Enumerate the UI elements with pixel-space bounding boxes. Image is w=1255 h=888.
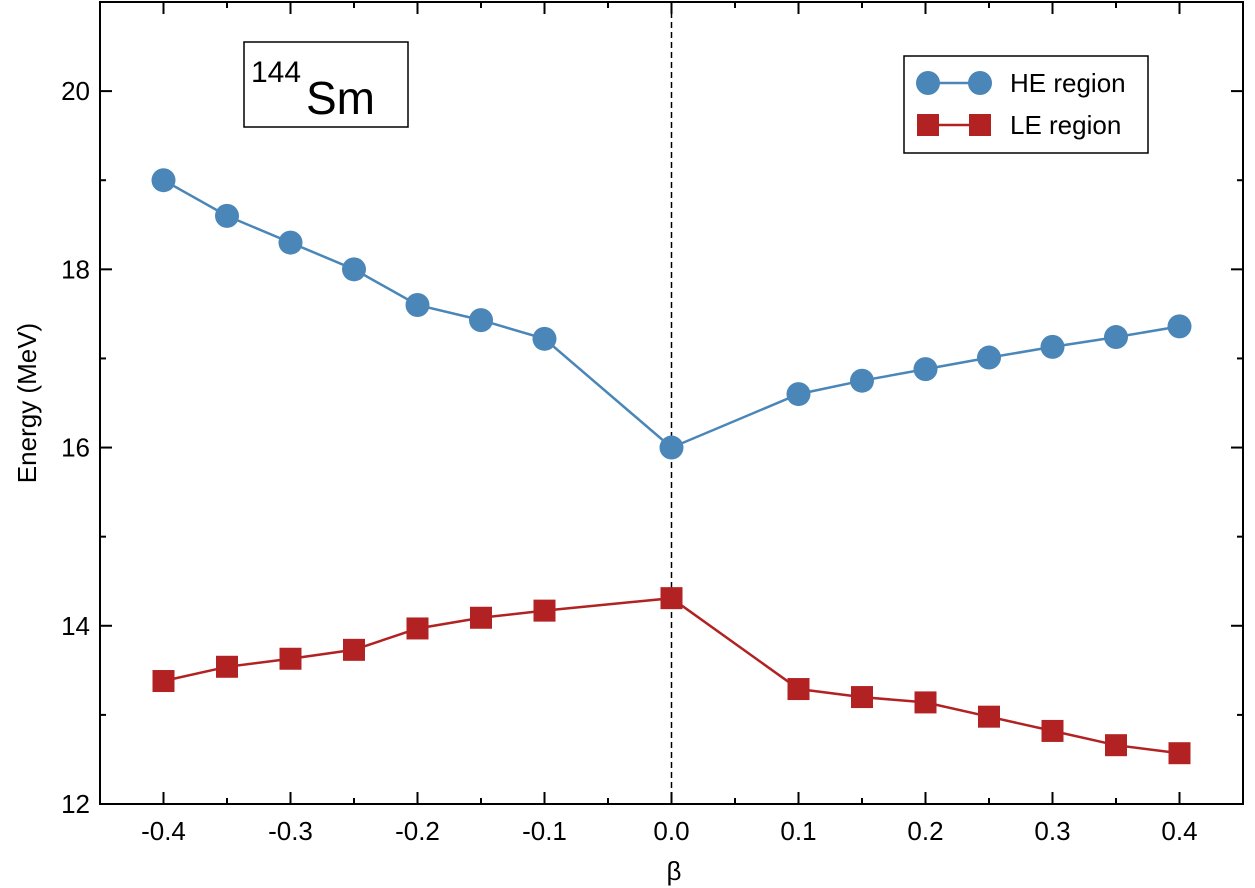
x-tick-label: -0.4 [141, 816, 186, 846]
legend: HE region LE region [903, 55, 1149, 154]
x-tick-label: 0.3 [1034, 816, 1070, 846]
x-axis-label: β [667, 856, 682, 886]
data-point-le [279, 647, 302, 670]
data-point-he [913, 357, 938, 382]
data-point-le [533, 599, 556, 622]
x-tick-label: 0.1 [780, 816, 816, 846]
x-tick-label: 0.0 [653, 816, 689, 846]
nucleus-symbol: Sm [306, 72, 375, 124]
series-layer [151, 168, 1192, 765]
nucleus-annotation: 144 Sm [243, 41, 409, 128]
data-point-le [1041, 719, 1064, 742]
data-point-he [1104, 325, 1128, 350]
data-point-le [787, 678, 810, 701]
y-tick-label: 20 [61, 76, 90, 106]
x-tick-label: 0.2 [907, 816, 943, 846]
legend-marker-le [917, 114, 939, 136]
data-point-he [151, 168, 176, 193]
y-tick-label: 16 [61, 433, 90, 463]
data-point-le [1105, 734, 1127, 757]
legend-box [903, 55, 1149, 154]
data-point-he [850, 368, 874, 393]
data-point-le [660, 587, 683, 610]
y-tick-label: 18 [61, 254, 90, 284]
data-point-he [659, 435, 684, 460]
data-point-he [215, 203, 239, 228]
data-point-he [532, 326, 557, 351]
data-point-he [977, 345, 1001, 370]
x-tick-label: 0.4 [1161, 816, 1197, 846]
data-point-he [469, 308, 493, 333]
legend-swatches [916, 71, 992, 136]
data-point-le [216, 655, 238, 678]
x-tick-label: -0.3 [268, 816, 313, 846]
data-point-le [470, 606, 492, 629]
legend-marker-le [969, 114, 991, 136]
x-tick-label: -0.2 [395, 816, 440, 846]
legend-marker-he [968, 71, 992, 95]
data-point-le [406, 617, 429, 640]
legend-marker-he [916, 71, 940, 95]
data-point-le [978, 705, 1000, 728]
data-point-le [914, 691, 937, 714]
x-tick-label: -0.1 [522, 816, 567, 846]
nucleus-mass-number: 144 [251, 56, 301, 89]
data-point-le [343, 638, 365, 661]
data-point-he [1040, 334, 1065, 359]
data-point-le [851, 686, 873, 709]
data-point-le [152, 670, 175, 693]
legend-label-le: LE region [1010, 110, 1121, 140]
y-tick-label: 14 [61, 611, 90, 641]
data-point-he [278, 230, 303, 255]
legend-label-he: HE region [1010, 68, 1126, 98]
data-point-he [405, 292, 430, 317]
y-tick-label: 12 [61, 789, 90, 819]
data-point-he [1167, 314, 1192, 339]
nucleus-annotation-box [243, 41, 409, 128]
y-axis-label: Energy (MeV) [12, 323, 42, 483]
data-point-le [1168, 742, 1191, 765]
data-point-he [342, 257, 366, 282]
data-point-he [786, 382, 811, 407]
